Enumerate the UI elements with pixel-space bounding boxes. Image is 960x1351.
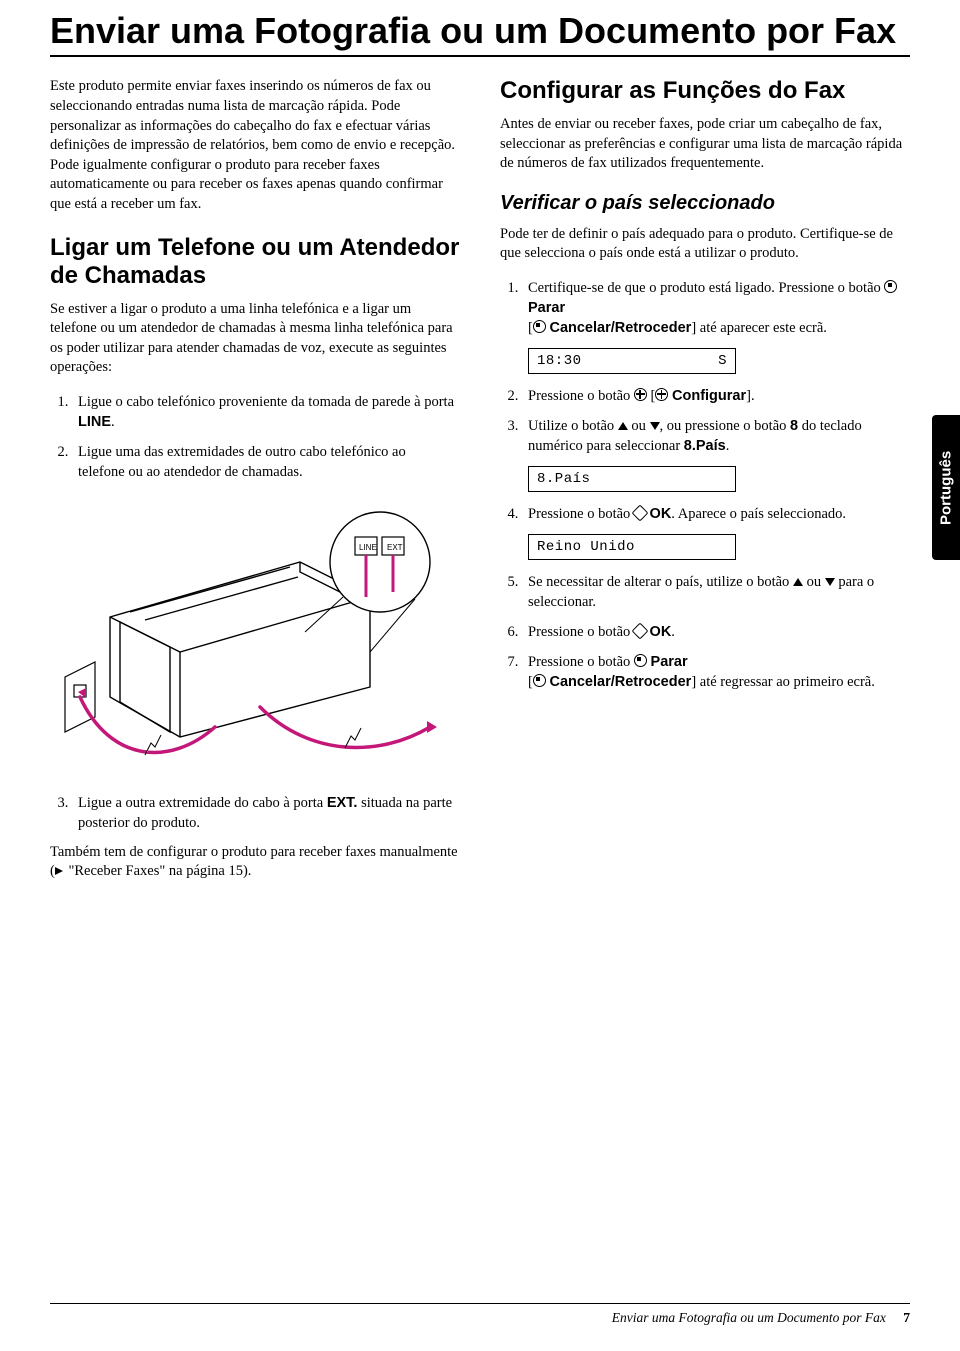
heading-connect-phone: Ligar um Telefone ou um Atendedor de Cha… [50, 234, 460, 289]
heading-fax-functions: Configurar as Funções do Fax [500, 77, 910, 105]
text: Ligue uma das extremidades de outro cabo… [78, 444, 406, 460]
right-step-2: Pressione o botão [ Configurar]. [522, 386, 910, 406]
port-ext-label: EXT. [327, 795, 358, 811]
stop-button-icon [533, 320, 546, 333]
also-configure-text: Também tem de configurar o produto para … [50, 843, 460, 882]
page-title: Enviar uma Fotografia ou um Documento po… [50, 10, 910, 51]
svg-text:LINE: LINE [359, 543, 377, 552]
title-rule [50, 55, 910, 57]
up-arrow-icon [793, 578, 803, 586]
right-steps-list-4: Pressione o botão OK. Aparece o país sel… [500, 504, 910, 524]
left-step-1: Ligue o cabo telefónico proveniente da t… [72, 392, 460, 432]
setup-label: Configurar [672, 388, 746, 404]
cancel-label: Cancelar/Retroceder [549, 320, 691, 336]
connect-intro: Se estiver a ligar o produto a uma linha… [50, 300, 460, 378]
connection-diagram: LINE EXT [50, 502, 460, 772]
right-step-6: Pressione o botão OK. [522, 622, 910, 642]
country-intro: Pode ter de definir o país adequado para… [500, 225, 910, 264]
left-step-2: Ligue uma das extremidades de outro cabo… [72, 442, 460, 482]
stop-button-icon [884, 280, 897, 293]
text: ou [803, 574, 825, 590]
text: . [726, 438, 730, 454]
left-steps-list-contd: Ligue a outra extremidade do cabo à port… [50, 793, 460, 833]
text: ]. [746, 388, 754, 404]
key-8: 8 [790, 418, 798, 434]
cancel-label: Cancelar/Retroceder [549, 674, 691, 690]
down-arrow-icon [650, 422, 660, 430]
text: . Aparece o país seleccionado. [671, 506, 846, 522]
text: Utilize o botão [528, 418, 618, 434]
text: Se necessitar de alterar o país, utilize… [528, 574, 793, 590]
right-step-3: Utilize o botão ou , ou pressione o botã… [522, 416, 910, 456]
footer-title: Enviar uma Fotografia ou um Documento po… [612, 1310, 886, 1325]
ok-label: OK [650, 506, 672, 522]
right-steps-list-5: Se necessitar de alterar o país, utilize… [500, 572, 910, 692]
page-footer: Enviar uma Fotografia ou um Documento po… [50, 1303, 910, 1326]
crossref-arrow-icon [55, 867, 63, 875]
text: Pressione o botão [528, 388, 634, 404]
stop-button-icon [533, 674, 546, 687]
left-steps-list: Ligue o cabo telefónico proveniente da t… [50, 392, 460, 482]
language-tab: Português [932, 415, 960, 560]
right-step-1: Certifique-se de que o produto está liga… [522, 278, 910, 338]
text: [ [528, 674, 533, 690]
content-columns: Este produto permite enviar faxes inseri… [50, 77, 910, 896]
text: , ou pressione o botão [660, 418, 790, 434]
right-step-7: Pressione o botão Parar [ Cancelar/Retro… [522, 652, 910, 692]
setup-button-icon [634, 388, 647, 401]
right-step-4: Pressione o botão OK. Aparece o país sel… [522, 504, 910, 524]
text: . [671, 624, 675, 640]
lcd-display-time: 18:30 S [528, 348, 736, 374]
right-column: Configurar as Funções do Fax Antes de en… [500, 77, 910, 896]
lcd-display-country: Reino Unido [528, 534, 736, 560]
stop-label: Parar [528, 300, 565, 316]
text: Certifique-se de que o produto está liga… [528, 280, 884, 296]
intro-paragraph: Este produto permite enviar faxes inseri… [50, 77, 460, 214]
setup-button-icon [655, 388, 668, 401]
text: telefone ou ao atendedor de chamadas. [78, 464, 303, 480]
port-line-label: LINE [78, 414, 111, 430]
text: . [111, 414, 115, 430]
text: "Receber Faxes" na página 15). [65, 863, 252, 879]
setup-intro: Antes de enviar ou receber faxes, pode c… [500, 115, 910, 174]
text: ] até aparecer este ecrã. [691, 320, 827, 336]
right-step-5: Se necessitar de alterar o país, utilize… [522, 572, 910, 612]
right-steps-list: Certifique-se de que o produto está liga… [500, 278, 910, 338]
text: Ligue a outra extremidade do cabo à port… [78, 795, 327, 811]
stop-label: Parar [651, 654, 688, 670]
down-arrow-icon [825, 578, 835, 586]
lcd-status: S [718, 353, 727, 369]
right-steps-list-2: Pressione o botão [ Configurar]. Utilize… [500, 386, 910, 456]
left-step-3: Ligue a outra extremidade do cabo à port… [72, 793, 460, 833]
svg-text:EXT: EXT [387, 543, 403, 552]
text: [ [647, 388, 655, 404]
lcd-display-menu: 8.País [528, 466, 736, 492]
lcd-time: 18:30 [537, 353, 582, 369]
left-column: Este produto permite enviar faxes inseri… [50, 77, 460, 896]
heading-verify-country: Verificar o país seleccionado [500, 192, 910, 215]
text: Pressione o botão [528, 654, 634, 670]
ok-label: OK [650, 624, 672, 640]
stop-button-icon [634, 654, 647, 667]
page: Enviar uma Fotografia ou um Documento po… [0, 0, 960, 1351]
up-arrow-icon [618, 422, 628, 430]
text: ] até regressar ao primeiro ecrã. [691, 674, 875, 690]
page-number: 7 [903, 1310, 910, 1325]
text: ou [628, 418, 650, 434]
text: Pressione o botão [528, 624, 634, 640]
text: Ligue o cabo telefónico proveniente da t… [78, 394, 454, 410]
text: [ [528, 320, 533, 336]
text: Pressione o botão [528, 506, 634, 522]
menu-8-pais: 8.País [684, 438, 726, 454]
